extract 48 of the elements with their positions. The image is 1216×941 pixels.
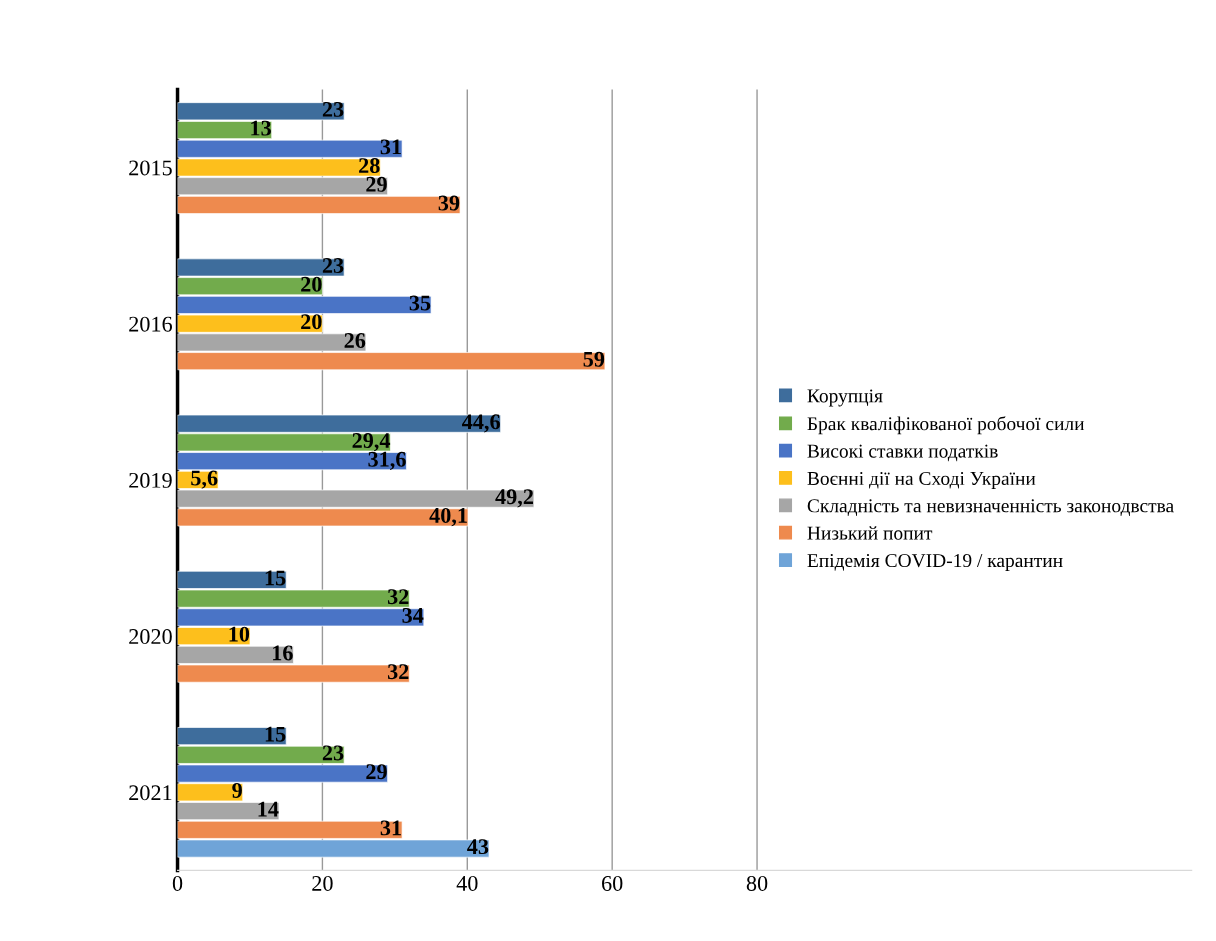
data-label: 28 (359, 158, 380, 174)
data-label: 31 (380, 139, 401, 155)
data-label: 26 (344, 333, 366, 349)
data-label: 10 (229, 626, 250, 642)
legend-label: Епідемія COVID-19 / карантин (807, 554, 1063, 572)
x-tick-label: 40 (456, 875, 478, 891)
legend-label: Високі ставки податків (807, 444, 998, 462)
data-label: 5,6 (191, 470, 218, 489)
data-label: 49,2 (495, 489, 533, 508)
data-label: 20 (301, 276, 322, 292)
data-label: 39 (438, 195, 460, 211)
legend-label: Воєнні дії на Сході України (807, 471, 1036, 489)
data-label: 32 (387, 589, 409, 605)
data-label: 32 (387, 664, 409, 680)
data-label: 23 (322, 258, 344, 274)
data-label: 31,6 (368, 451, 406, 470)
data-label: 43 (467, 839, 489, 855)
legend-label: Корупція (807, 389, 883, 407)
legend-label: Брак кваліфікованої робочої сили (807, 416, 1085, 435)
data-label: 23 (322, 745, 344, 761)
x-tick-label: 60 (602, 875, 623, 891)
y-tick-label: 2016 (129, 316, 173, 332)
data-label: 20 (301, 314, 322, 330)
data-label: 44,6 (462, 414, 500, 433)
data-label: 15 (265, 570, 286, 586)
x-tick-label: 0 (172, 875, 183, 891)
data-label: 31 (380, 820, 401, 836)
data-label: 34 (402, 608, 424, 623)
data-label: 16 (273, 645, 293, 661)
x-tick-label: 80 (746, 875, 768, 891)
data-label: 59 (583, 351, 605, 367)
data-label: 29,4 (352, 433, 391, 452)
y-tick-label: 2021 (129, 785, 172, 801)
data-label: 13 (251, 120, 271, 136)
data-label: 29 (366, 176, 387, 192)
legend-label: Низький попит (807, 526, 933, 540)
data-label: 9 (232, 782, 242, 798)
data-label: 29 (366, 764, 387, 780)
y-tick-label: 2019 (129, 472, 172, 488)
data-label: 35 (409, 295, 431, 311)
legend-label: Складність та невизначенність законодвства (807, 499, 1174, 516)
data-label: 14 (258, 801, 279, 817)
data-label: 40,1 (429, 507, 467, 527)
data-label: 23 (322, 101, 344, 117)
y-tick-label: 2015 (129, 160, 172, 176)
data-label: 15 (265, 726, 286, 742)
y-tick-label: 2020 (129, 629, 172, 645)
x-tick-label: 20 (312, 875, 333, 891)
